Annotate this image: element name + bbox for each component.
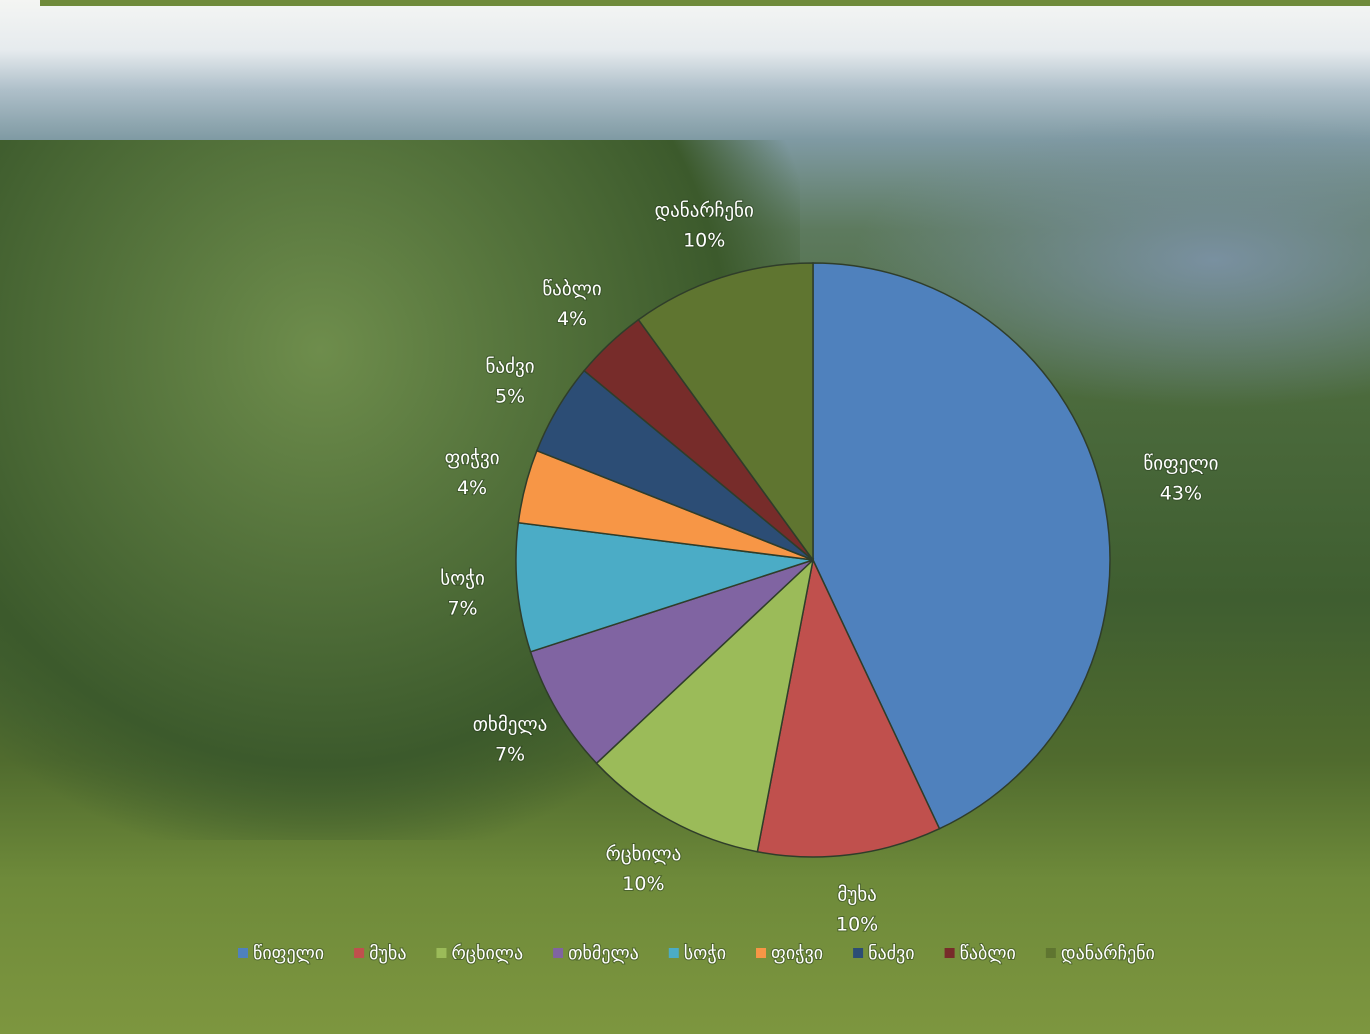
legend-swatch xyxy=(853,948,864,958)
legend-entry: ფიჭვი xyxy=(771,943,823,964)
legend-swatch xyxy=(944,948,955,958)
top-bar xyxy=(40,0,1370,6)
legend-entry: რცხილა xyxy=(451,943,523,964)
legend-entry: მუხა xyxy=(369,943,406,964)
data-label: 7% xyxy=(447,598,477,620)
data-label-name: თხმელა xyxy=(473,714,548,736)
pie-slice xyxy=(812,262,1111,830)
data-label-name: ფიჭვი xyxy=(445,447,500,469)
data-label: 7% xyxy=(495,744,525,766)
data-label-name: რცხილა xyxy=(606,843,682,865)
legend-entry: თხმელა xyxy=(568,943,639,964)
data-label: 10% xyxy=(683,230,725,252)
data-label: 43% xyxy=(1160,482,1202,504)
legend-entry: სოჭი xyxy=(684,943,726,964)
data-label-name: ნაძვი xyxy=(485,355,534,377)
pie-slice xyxy=(756,557,941,858)
data-label-name: წაბლი xyxy=(542,278,601,300)
legend-entry: წაბლი xyxy=(960,943,1016,964)
legend-swatch xyxy=(238,948,248,958)
legend-swatch xyxy=(553,948,564,958)
data-label: 10% xyxy=(836,914,878,936)
data-label-name: წიფელი xyxy=(1143,452,1218,474)
pie-slice xyxy=(529,559,814,765)
data-label: 5% xyxy=(495,385,525,407)
legend-swatch xyxy=(668,948,679,958)
legend-entry: დანარჩენი xyxy=(1061,943,1155,964)
legend-swatch xyxy=(354,948,365,958)
legend-entry: წიფელი xyxy=(253,943,324,964)
pie-slice xyxy=(637,262,814,563)
legend-swatch xyxy=(436,948,447,958)
data-label-name: დანარჩენი xyxy=(655,200,754,222)
data-label: 10% xyxy=(622,873,664,895)
data-label-name: მუხა xyxy=(837,884,876,906)
data-label-name: სოჭი xyxy=(440,568,485,590)
legend-entry: ნაძვი xyxy=(868,943,915,964)
legend-swatch xyxy=(756,948,767,958)
pie-slice xyxy=(515,521,814,653)
pie-slice xyxy=(595,557,815,853)
data-label: 4% xyxy=(557,308,587,330)
legend-swatch xyxy=(1045,948,1056,958)
data-label: 4% xyxy=(457,477,487,499)
